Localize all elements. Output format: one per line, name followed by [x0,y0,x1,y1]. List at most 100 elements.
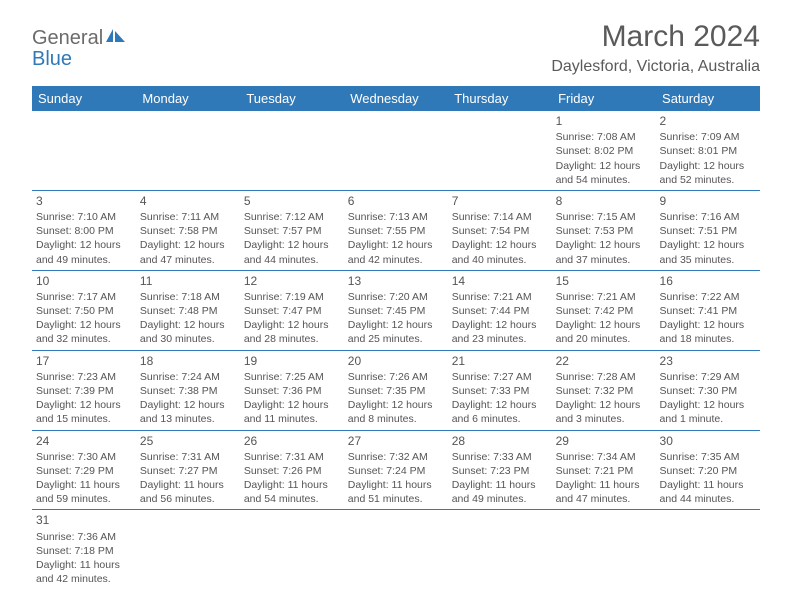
day-detail: Daylight: 12 hours [660,398,756,412]
day-detail: Sunrise: 7:19 AM [244,290,340,304]
day-detail: Sunrise: 7:15 AM [556,210,652,224]
dow-header: Thursday [448,86,552,111]
day-detail: Sunrise: 7:08 AM [556,130,652,144]
day-detail: Daylight: 12 hours [36,398,132,412]
day-detail: Sunrise: 7:14 AM [452,210,548,224]
day-detail: Sunrise: 7:23 AM [36,370,132,384]
day-detail: and 30 minutes. [140,332,236,346]
day-cell: 10Sunrise: 7:17 AMSunset: 7:50 PMDayligh… [32,270,136,350]
day-detail: and 13 minutes. [140,412,236,426]
day-detail: Sunset: 7:42 PM [556,304,652,318]
empty-cell [552,510,656,589]
day-detail: Sunrise: 7:21 AM [452,290,548,304]
day-detail: Sunrise: 7:31 AM [244,450,340,464]
day-cell: 22Sunrise: 7:28 AMSunset: 7:32 PMDayligh… [552,350,656,430]
day-number: 1 [556,113,652,129]
day-detail: Sunrise: 7:22 AM [660,290,756,304]
day-detail: Daylight: 12 hours [452,318,548,332]
day-number: 13 [348,273,444,289]
dow-header: Monday [136,86,240,111]
day-number: 2 [660,113,756,129]
day-cell: 17Sunrise: 7:23 AMSunset: 7:39 PMDayligh… [32,350,136,430]
day-detail: Sunrise: 7:13 AM [348,210,444,224]
empty-cell [136,111,240,190]
day-detail: Daylight: 12 hours [660,238,756,252]
day-detail: Daylight: 12 hours [140,398,236,412]
month-title: March 2024 [551,20,760,54]
calendar-week: 24Sunrise: 7:30 AMSunset: 7:29 PMDayligh… [32,430,760,510]
day-number: 3 [36,193,132,209]
day-number: 7 [452,193,548,209]
day-detail: Sunrise: 7:30 AM [36,450,132,464]
day-detail: Sunset: 8:02 PM [556,144,652,158]
day-detail: and 11 minutes. [244,412,340,426]
day-detail: Sunrise: 7:16 AM [660,210,756,224]
day-detail: and 52 minutes. [660,173,756,187]
day-detail: Sunset: 7:44 PM [452,304,548,318]
day-detail: Daylight: 12 hours [452,398,548,412]
day-detail: and 40 minutes. [452,253,548,267]
day-detail: Sunrise: 7:25 AM [244,370,340,384]
day-detail: Sunset: 7:47 PM [244,304,340,318]
day-detail: and 54 minutes. [556,173,652,187]
dow-header: Friday [552,86,656,111]
day-detail: Sunset: 7:39 PM [36,384,132,398]
day-cell: 25Sunrise: 7:31 AMSunset: 7:27 PMDayligh… [136,430,240,510]
day-detail: Daylight: 12 hours [348,398,444,412]
day-cell: 4Sunrise: 7:11 AMSunset: 7:58 PMDaylight… [136,190,240,270]
day-detail: Daylight: 12 hours [556,159,652,173]
day-number: 8 [556,193,652,209]
day-detail: and 15 minutes. [36,412,132,426]
day-detail: Sunset: 7:27 PM [140,464,236,478]
day-cell: 23Sunrise: 7:29 AMSunset: 7:30 PMDayligh… [656,350,760,430]
day-detail: and 51 minutes. [348,492,444,506]
day-cell: 7Sunrise: 7:14 AMSunset: 7:54 PMDaylight… [448,190,552,270]
title-block: March 2024 Daylesford, Victoria, Austral… [551,20,760,76]
day-detail: Daylight: 12 hours [348,318,444,332]
day-detail: and 23 minutes. [452,332,548,346]
day-detail: Sunset: 8:01 PM [660,144,756,158]
empty-cell [448,111,552,190]
day-detail: and 49 minutes. [452,492,548,506]
day-detail: Sunrise: 7:20 AM [348,290,444,304]
day-detail: Daylight: 12 hours [36,318,132,332]
day-detail: and 44 minutes. [244,253,340,267]
calendar-page: General Blue March 2024 Daylesford, Vict… [0,0,792,609]
day-detail: Sunset: 7:23 PM [452,464,548,478]
day-detail: Daylight: 11 hours [348,478,444,492]
logo: General Blue [32,28,127,70]
empty-cell [344,510,448,589]
day-detail: Sunrise: 7:11 AM [140,210,236,224]
day-detail: Daylight: 11 hours [452,478,548,492]
day-detail: and 59 minutes. [36,492,132,506]
day-detail: Sunset: 7:18 PM [36,544,132,558]
day-number: 24 [36,433,132,449]
calendar-table: SundayMondayTuesdayWednesdayThursdayFrid… [32,86,760,589]
day-cell: 6Sunrise: 7:13 AMSunset: 7:55 PMDaylight… [344,190,448,270]
day-number: 23 [660,353,756,369]
day-detail: Sunset: 7:30 PM [660,384,756,398]
day-detail: and 6 minutes. [452,412,548,426]
day-detail: Sunset: 7:54 PM [452,224,548,238]
day-detail: Daylight: 12 hours [36,238,132,252]
calendar-week: 10Sunrise: 7:17 AMSunset: 7:50 PMDayligh… [32,270,760,350]
day-cell: 20Sunrise: 7:26 AMSunset: 7:35 PMDayligh… [344,350,448,430]
day-detail: Sunset: 7:58 PM [140,224,236,238]
day-cell: 28Sunrise: 7:33 AMSunset: 7:23 PMDayligh… [448,430,552,510]
empty-cell [136,510,240,589]
day-detail: Sunrise: 7:33 AM [452,450,548,464]
day-detail: and 54 minutes. [244,492,340,506]
day-detail: Sunrise: 7:17 AM [36,290,132,304]
sail-icon [105,28,127,49]
day-number: 25 [140,433,236,449]
day-cell: 14Sunrise: 7:21 AMSunset: 7:44 PMDayligh… [448,270,552,350]
day-detail: Sunset: 7:53 PM [556,224,652,238]
day-detail: Daylight: 12 hours [660,318,756,332]
day-detail: Sunrise: 7:36 AM [36,530,132,544]
day-detail: Sunrise: 7:34 AM [556,450,652,464]
empty-cell [344,111,448,190]
day-cell: 15Sunrise: 7:21 AMSunset: 7:42 PMDayligh… [552,270,656,350]
day-number: 30 [660,433,756,449]
dow-header: Sunday [32,86,136,111]
day-detail: Daylight: 12 hours [244,398,340,412]
